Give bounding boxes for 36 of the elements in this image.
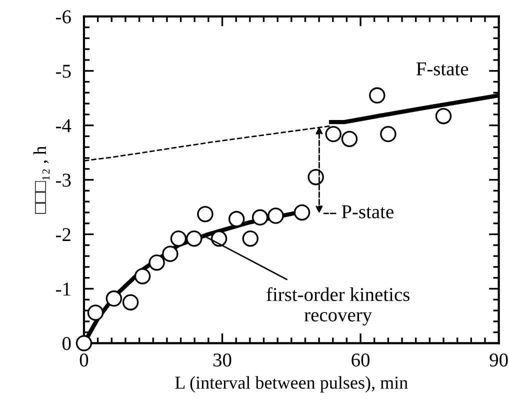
point: [210, 230, 228, 247]
y-tick-label: -6: [56, 10, 71, 24]
y-tick-label: -2: [56, 228, 70, 242]
point: [325, 126, 342, 142]
point: [197, 206, 214, 222]
point: [369, 87, 386, 104]
point: [122, 294, 139, 310]
y-tick-label: 0: [62, 337, 71, 350]
annotation: F-state: [416, 62, 468, 76]
x-tick-label: 90: [490, 353, 508, 367]
point: [242, 230, 258, 247]
x-tick-label: 60: [352, 353, 370, 367]
point: [106, 290, 122, 307]
y-tick-label: -4: [56, 119, 72, 132]
point: [341, 130, 358, 148]
point: [134, 268, 151, 284]
point: [148, 254, 165, 271]
point: [252, 209, 268, 226]
point: [268, 208, 284, 224]
x-tick-label: 0: [80, 353, 88, 367]
point: [435, 108, 452, 124]
y-axis-title: □□□₁₂ , h: [33, 146, 50, 214]
point: [228, 210, 245, 228]
x-axis-title: L (interval between pulses), min: [175, 376, 408, 392]
point: [294, 204, 310, 221]
y-tick-label: -3: [56, 174, 71, 187]
point: [170, 230, 187, 247]
annotation: P-state: [342, 205, 394, 218]
y-tick-label: -5: [56, 64, 71, 78]
point: [380, 126, 396, 142]
y-tick-label: -1: [56, 282, 70, 296]
point: [162, 246, 178, 262]
point: [87, 304, 104, 321]
x-tick-label: 30: [213, 353, 232, 367]
point: [186, 230, 202, 247]
annotation: first-order kinetics recovery: [266, 287, 410, 326]
